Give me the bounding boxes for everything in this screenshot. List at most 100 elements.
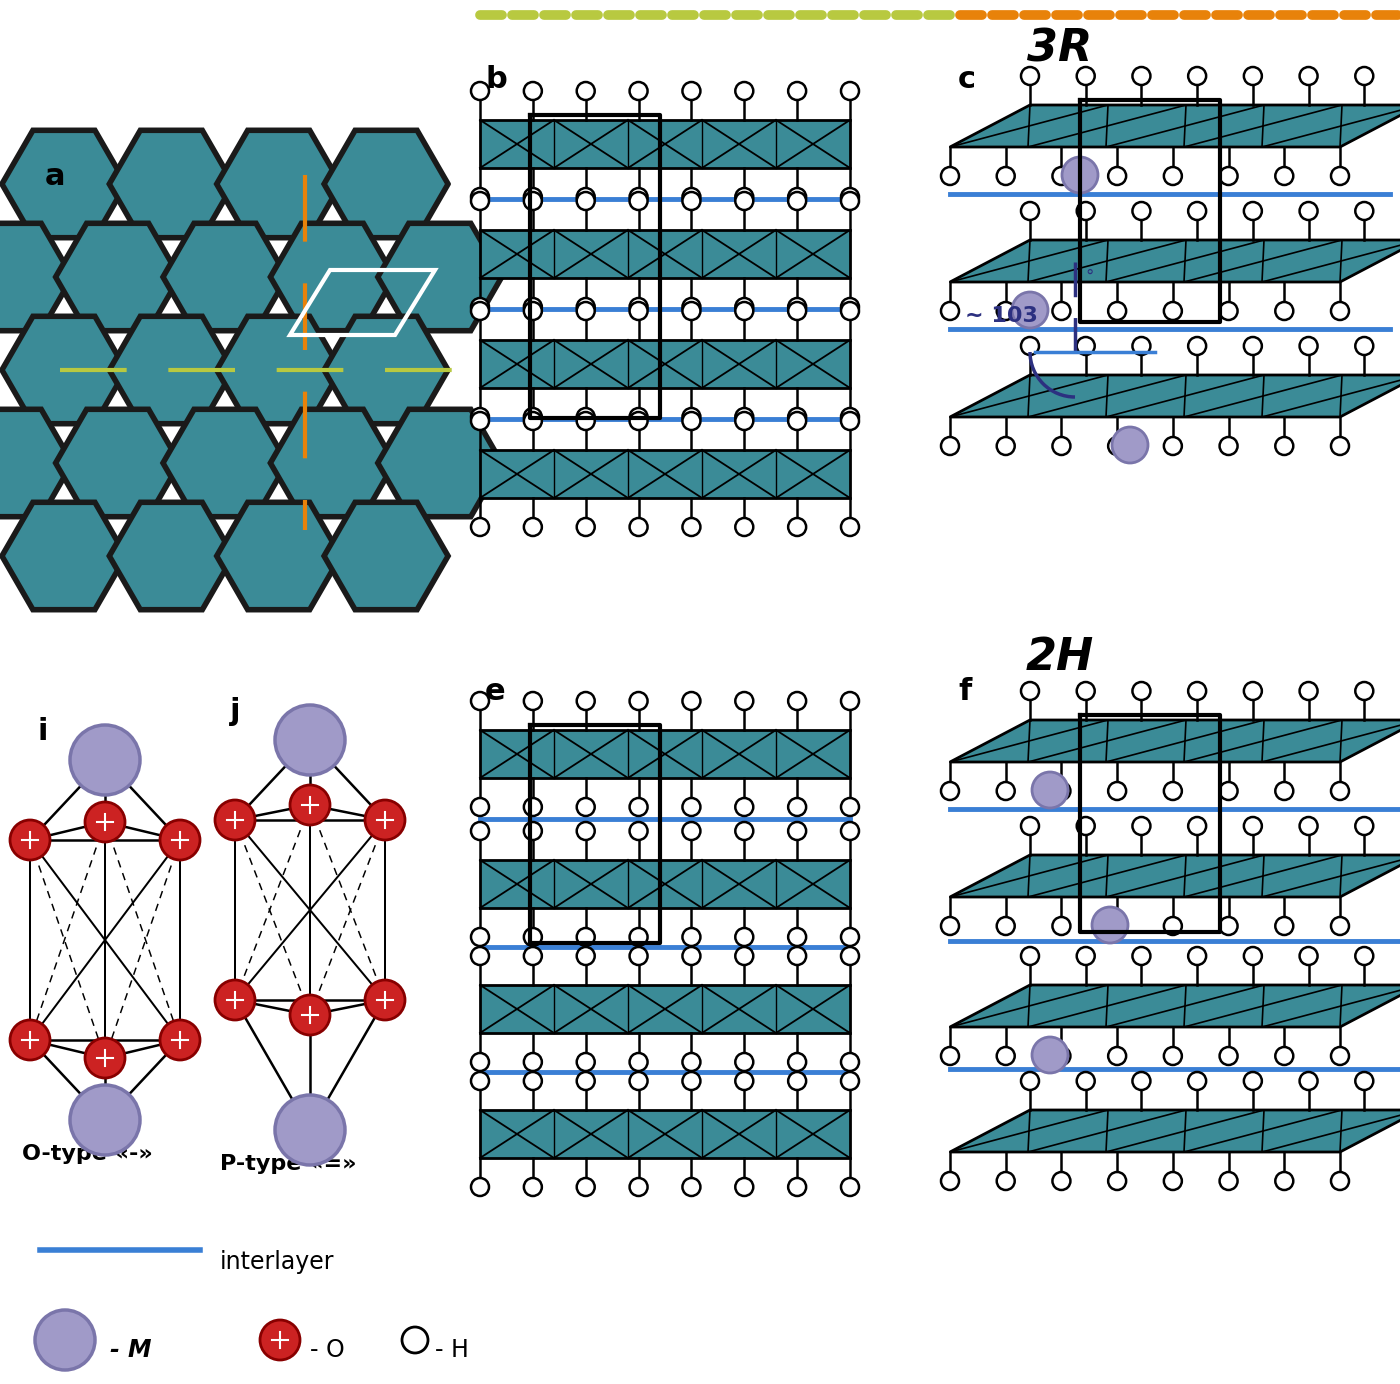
Circle shape xyxy=(682,192,700,210)
Circle shape xyxy=(941,782,959,800)
Circle shape xyxy=(1299,66,1317,84)
Circle shape xyxy=(1021,1073,1039,1091)
Circle shape xyxy=(470,799,489,817)
Circle shape xyxy=(682,188,700,206)
Circle shape xyxy=(1163,167,1182,185)
Circle shape xyxy=(470,412,489,430)
Circle shape xyxy=(470,1053,489,1071)
Circle shape xyxy=(1133,66,1151,84)
Circle shape xyxy=(1077,336,1095,356)
Circle shape xyxy=(735,822,753,840)
Circle shape xyxy=(1133,947,1151,965)
Circle shape xyxy=(630,412,648,430)
Polygon shape xyxy=(951,855,1400,897)
Circle shape xyxy=(1331,167,1350,185)
Circle shape xyxy=(630,192,648,210)
Circle shape xyxy=(10,1020,50,1060)
Circle shape xyxy=(941,302,959,320)
Circle shape xyxy=(1021,336,1039,356)
Polygon shape xyxy=(951,1110,1400,1151)
Circle shape xyxy=(941,918,959,936)
Circle shape xyxy=(735,188,753,206)
Circle shape xyxy=(1219,1172,1238,1190)
Circle shape xyxy=(470,192,489,210)
Circle shape xyxy=(630,408,648,426)
Circle shape xyxy=(160,819,200,859)
Circle shape xyxy=(1243,202,1261,220)
Circle shape xyxy=(1077,66,1095,84)
Circle shape xyxy=(524,1053,542,1071)
Circle shape xyxy=(577,947,595,965)
Circle shape xyxy=(524,692,542,710)
Circle shape xyxy=(630,82,648,100)
Circle shape xyxy=(1163,1048,1182,1066)
Polygon shape xyxy=(56,223,179,331)
Circle shape xyxy=(470,82,489,100)
Circle shape xyxy=(470,408,489,426)
Circle shape xyxy=(470,518,489,536)
Circle shape xyxy=(1109,1048,1126,1066)
Circle shape xyxy=(1331,918,1350,936)
Circle shape xyxy=(216,800,255,840)
Circle shape xyxy=(160,1020,200,1060)
Text: f: f xyxy=(958,677,972,706)
Bar xyxy=(480,985,850,1032)
Circle shape xyxy=(788,192,806,210)
Circle shape xyxy=(1032,772,1068,808)
Text: 2H: 2H xyxy=(1026,637,1095,680)
Circle shape xyxy=(1032,1037,1068,1073)
Circle shape xyxy=(1163,302,1182,320)
Circle shape xyxy=(788,1053,806,1071)
Circle shape xyxy=(735,1053,753,1071)
Circle shape xyxy=(682,302,700,320)
Circle shape xyxy=(841,82,860,100)
Circle shape xyxy=(70,725,140,794)
Circle shape xyxy=(841,192,860,210)
Circle shape xyxy=(1243,66,1261,84)
Circle shape xyxy=(524,1073,542,1091)
Polygon shape xyxy=(951,105,1400,147)
Circle shape xyxy=(1299,1073,1317,1091)
Circle shape xyxy=(1275,167,1294,185)
Circle shape xyxy=(216,980,255,1020)
Circle shape xyxy=(577,298,595,316)
Circle shape xyxy=(260,1320,300,1360)
Circle shape xyxy=(997,1172,1015,1190)
Polygon shape xyxy=(951,985,1400,1027)
Circle shape xyxy=(524,947,542,965)
Polygon shape xyxy=(323,502,448,610)
Circle shape xyxy=(577,518,595,536)
Circle shape xyxy=(841,188,860,206)
Circle shape xyxy=(1219,918,1238,936)
Circle shape xyxy=(524,302,542,320)
Circle shape xyxy=(997,167,1015,185)
Circle shape xyxy=(1077,682,1095,700)
Text: c: c xyxy=(958,65,976,94)
Circle shape xyxy=(788,302,806,320)
Circle shape xyxy=(1219,302,1238,320)
Circle shape xyxy=(630,692,648,710)
Circle shape xyxy=(841,412,860,430)
Text: - H: - H xyxy=(435,1338,469,1362)
Circle shape xyxy=(470,929,489,947)
Circle shape xyxy=(1275,782,1294,800)
Polygon shape xyxy=(217,317,340,424)
Circle shape xyxy=(1219,167,1238,185)
Circle shape xyxy=(788,1073,806,1091)
Circle shape xyxy=(735,1178,753,1196)
Polygon shape xyxy=(56,410,179,516)
Circle shape xyxy=(1077,202,1095,220)
Circle shape xyxy=(1355,1073,1373,1091)
Circle shape xyxy=(1331,1172,1350,1190)
Circle shape xyxy=(1189,817,1207,835)
Circle shape xyxy=(630,298,648,316)
Polygon shape xyxy=(217,130,340,238)
Circle shape xyxy=(470,302,489,320)
Circle shape xyxy=(788,188,806,206)
Circle shape xyxy=(524,1178,542,1196)
Circle shape xyxy=(524,822,542,840)
Polygon shape xyxy=(270,223,395,331)
Polygon shape xyxy=(378,223,501,331)
Circle shape xyxy=(1189,336,1207,356)
Circle shape xyxy=(1021,947,1039,965)
